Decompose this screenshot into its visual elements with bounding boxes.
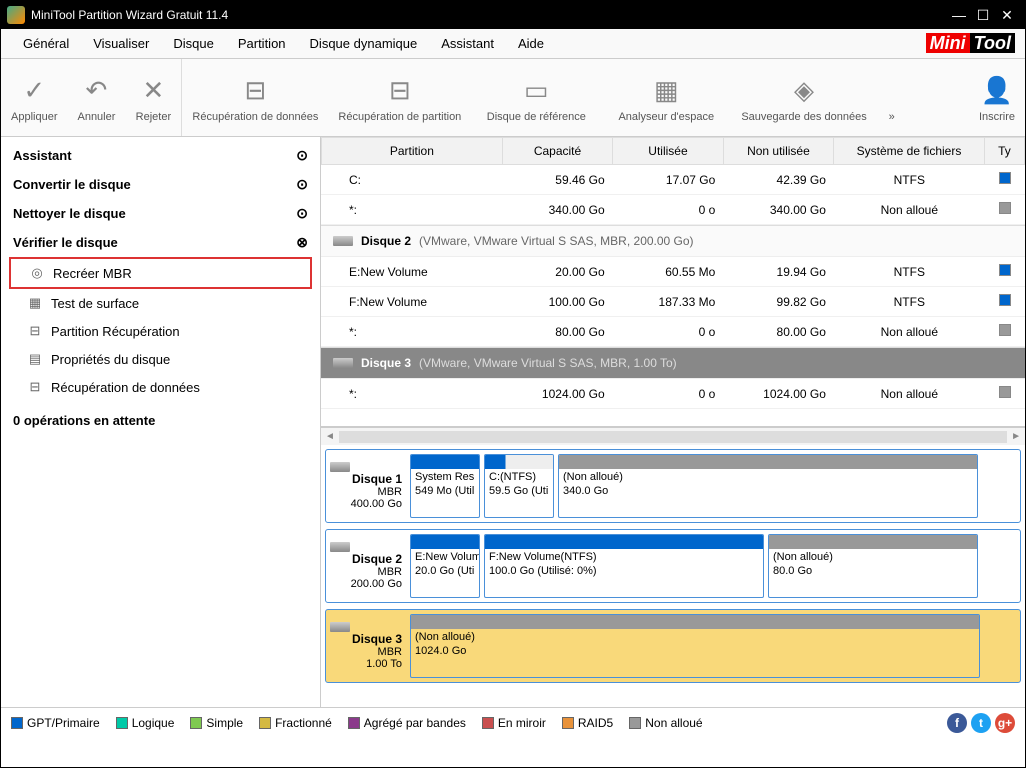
disk-icon bbox=[330, 462, 350, 472]
disk-map[interactable]: Disque 2MBR200.00 GoE:New Volum20.0 Go (… bbox=[325, 529, 1021, 603]
legend-item: GPT/Primaire bbox=[11, 716, 100, 730]
menu-partition[interactable]: Partition bbox=[226, 32, 298, 55]
legend-item: Logique bbox=[116, 716, 175, 730]
legend-item: Agrégé par bandes bbox=[348, 716, 466, 730]
chevron-icon: ⊙ bbox=[296, 176, 308, 193]
item-icon: ◎ bbox=[29, 265, 45, 281]
maximize-button[interactable]: ☐ bbox=[971, 5, 995, 25]
undo-icon: ↶ bbox=[86, 73, 108, 109]
discard-icon: ✕ bbox=[143, 73, 165, 109]
toolbar-2[interactable]: ▭Disque de référence bbox=[471, 59, 601, 136]
menubar: GénéralVisualiserDisquePartitionDisque d… bbox=[1, 29, 1025, 59]
partition-block[interactable]: System Res549 Mo (Util bbox=[410, 454, 480, 518]
toolbar-4[interactable]: ◈Sauvegarde des données bbox=[731, 59, 876, 136]
toolbar-icon: ⊟ bbox=[389, 73, 411, 109]
sb-section[interactable]: Convertir le disque⊙ bbox=[9, 170, 312, 199]
sb-section[interactable]: Nettoyer le disque⊙ bbox=[9, 199, 312, 228]
googleplus-icon[interactable]: g+ bbox=[995, 713, 1015, 733]
menu-assistant[interactable]: Assistant bbox=[429, 32, 506, 55]
sidebar: Assistant⊙Convertir le disque⊙Nettoyer l… bbox=[1, 137, 321, 707]
disk-map[interactable]: Disque 1MBR400.00 GoSystem Res549 Mo (Ut… bbox=[325, 449, 1021, 523]
sb-item[interactable]: ◎Recréer MBR bbox=[9, 257, 312, 289]
pending-ops: 0 opérations en attente bbox=[9, 401, 312, 440]
col-header[interactable]: Partition bbox=[322, 138, 503, 165]
menu-général[interactable]: Général bbox=[11, 32, 81, 55]
legend-item: RAID5 bbox=[562, 716, 613, 730]
register-button[interactable]: 👤Inscrire bbox=[969, 69, 1025, 127]
discard-button[interactable]: ✕Rejeter bbox=[125, 59, 181, 136]
col-header[interactable]: Utilisée bbox=[613, 138, 723, 165]
sb-item[interactable]: ⊟Partition Récupération bbox=[9, 317, 312, 345]
legend-item: Fractionné bbox=[259, 716, 332, 730]
item-icon: ⊟ bbox=[27, 379, 43, 395]
toolbar: ✓Appliquer ↶Annuler ✕Rejeter ⊟Récupérati… bbox=[1, 59, 1025, 137]
disk-map-panel: Disque 1MBR400.00 GoSystem Res549 Mo (Ut… bbox=[321, 445, 1025, 707]
brand-logo: MiniTool bbox=[926, 33, 1015, 54]
partition-table: PartitionCapacitéUtiliséeNon utiliséeSys… bbox=[321, 137, 1025, 427]
app-icon bbox=[7, 6, 25, 24]
undo-button[interactable]: ↶Annuler bbox=[67, 59, 125, 136]
table-row[interactable]: F:New Volume100.00 Go187.33 Mo99.82 GoNT… bbox=[321, 287, 1025, 317]
disk-header[interactable]: Disque 2 (VMware, VMware Virtual S SAS, … bbox=[321, 225, 1025, 257]
partition-block[interactable]: (Non alloué)1024.0 Go bbox=[410, 614, 980, 678]
disk-icon bbox=[330, 542, 350, 552]
table-row[interactable]: *:1024.00 Go0 o1024.00 GoNon alloué bbox=[321, 379, 1025, 409]
item-icon: ⊟ bbox=[27, 323, 43, 339]
menu-aide[interactable]: Aide bbox=[506, 32, 556, 55]
partition-block[interactable]: F:New Volume(NTFS)100.0 Go (Utilisé: 0%) bbox=[484, 534, 764, 598]
more-button[interactable]: » bbox=[877, 69, 907, 127]
close-button[interactable]: ✕ bbox=[995, 5, 1019, 25]
twitter-icon[interactable]: t bbox=[971, 713, 991, 733]
disk-map[interactable]: Disque 3MBR1.00 To(Non alloué)1024.0 Go bbox=[325, 609, 1021, 683]
chevron-icon: ⊗ bbox=[296, 234, 308, 251]
window-title: MiniTool Partition Wizard Gratuit 11.4 bbox=[31, 8, 228, 22]
menu-visualiser[interactable]: Visualiser bbox=[81, 32, 161, 55]
menu-disque[interactable]: Disque bbox=[161, 32, 225, 55]
titlebar: MiniTool Partition Wizard Gratuit 11.4 —… bbox=[1, 1, 1025, 29]
sb-section[interactable]: Vérifier le disque⊗ bbox=[9, 228, 312, 257]
sb-section[interactable]: Assistant⊙ bbox=[9, 141, 312, 170]
partition-block[interactable]: C:(NTFS)59.5 Go (Uti bbox=[484, 454, 554, 518]
legend-item: Non alloué bbox=[629, 716, 702, 730]
apply-button[interactable]: ✓Appliquer bbox=[1, 59, 67, 136]
table-row[interactable]: C:59.46 Go17.07 Go42.39 GoNTFS bbox=[321, 165, 1025, 195]
disk-icon bbox=[333, 358, 353, 368]
toolbar-0[interactable]: ⊟Récupération de données bbox=[182, 59, 328, 136]
toolbar-icon: ▭ bbox=[524, 73, 549, 109]
chevron-icon: ⊙ bbox=[296, 205, 308, 222]
facebook-icon[interactable]: f bbox=[947, 713, 967, 733]
user-icon: 👤 bbox=[981, 73, 1013, 109]
item-icon: ▦ bbox=[27, 295, 43, 311]
partition-block[interactable]: (Non alloué)340.0 Go bbox=[558, 454, 978, 518]
legend-item: En miroir bbox=[482, 716, 546, 730]
col-header[interactable]: Ty bbox=[984, 138, 1024, 165]
disk-header[interactable]: Disque 3 (VMware, VMware Virtual S SAS, … bbox=[321, 347, 1025, 379]
col-header[interactable]: Capacité bbox=[502, 138, 612, 165]
menu-disque dynamique[interactable]: Disque dynamique bbox=[298, 32, 430, 55]
toolbar-icon: ◈ bbox=[794, 73, 814, 109]
disk-icon bbox=[333, 236, 353, 246]
horizontal-scroll[interactable]: ◄► bbox=[321, 427, 1025, 445]
col-header[interactable]: Système de fichiers bbox=[834, 138, 985, 165]
sb-item[interactable]: ▦Test de surface bbox=[9, 289, 312, 317]
toolbar-3[interactable]: ▦Analyseur d'espace bbox=[601, 59, 731, 136]
disk-icon bbox=[330, 622, 350, 632]
chevron-icon: ⊙ bbox=[296, 147, 308, 164]
item-icon: ▤ bbox=[27, 351, 43, 367]
table-row[interactable]: *:80.00 Go0 o80.00 GoNon alloué bbox=[321, 317, 1025, 347]
minimize-button[interactable]: — bbox=[947, 5, 971, 25]
table-row[interactable]: *:340.00 Go0 o340.00 GoNon alloué bbox=[321, 195, 1025, 225]
sb-item[interactable]: ⊟Récupération de données bbox=[9, 373, 312, 401]
toolbar-1[interactable]: ⊟Récupération de partition bbox=[328, 59, 471, 136]
toolbar-icon: ▦ bbox=[654, 73, 679, 109]
col-header[interactable]: Non utilisée bbox=[723, 138, 833, 165]
legend-item: Simple bbox=[190, 716, 243, 730]
sb-item[interactable]: ▤Propriétés du disque bbox=[9, 345, 312, 373]
check-icon: ✓ bbox=[23, 73, 45, 109]
table-row[interactable]: E:New Volume20.00 Go60.55 Mo19.94 GoNTFS bbox=[321, 257, 1025, 287]
partition-block[interactable]: E:New Volum20.0 Go (Uti bbox=[410, 534, 480, 598]
footer: GPT/Primaire Logique Simple Fractionné Agrég… bbox=[1, 707, 1025, 737]
toolbar-icon: ⊟ bbox=[245, 73, 267, 109]
partition-block[interactable]: (Non alloué)80.0 Go bbox=[768, 534, 978, 598]
